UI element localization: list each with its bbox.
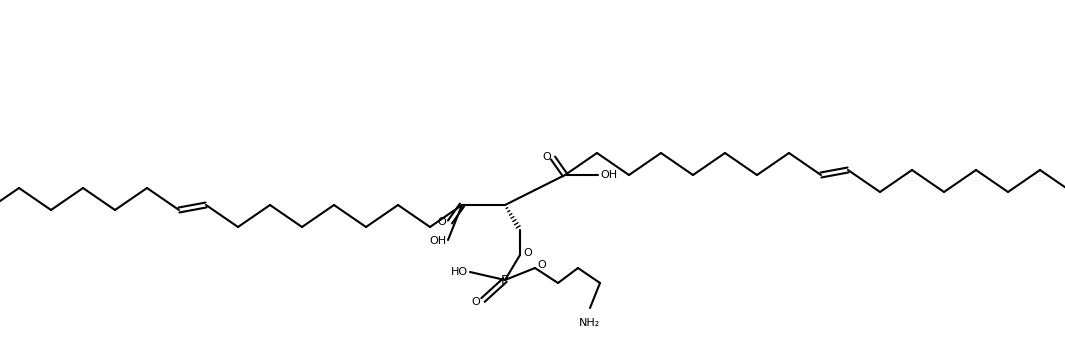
Text: HO: HO (450, 267, 468, 277)
Text: NH₂: NH₂ (579, 318, 601, 328)
Text: OH: OH (600, 170, 617, 180)
Text: OH: OH (429, 236, 446, 246)
Text: O: O (537, 260, 545, 270)
Text: O: O (542, 152, 551, 162)
Text: O: O (471, 297, 480, 307)
Text: O: O (438, 217, 446, 227)
Text: P: P (501, 273, 508, 286)
Text: O: O (523, 248, 531, 258)
